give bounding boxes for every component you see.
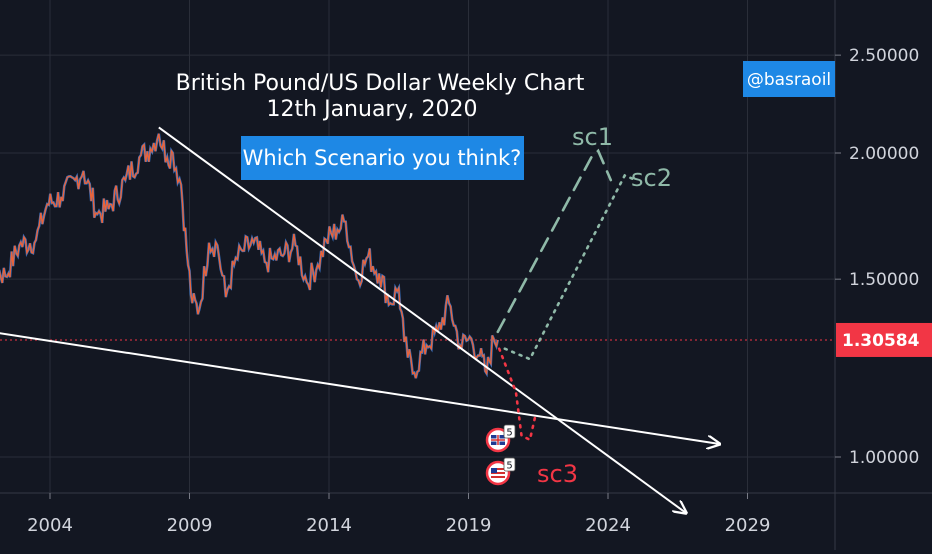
y-tick-label: 2.00000 — [849, 144, 919, 164]
scenario-label-sc1: sc1 — [572, 123, 613, 151]
x-tick-label: 2014 — [306, 515, 352, 536]
y-tick-label: 2.50000 — [849, 46, 919, 66]
handle-text: @basraoil — [747, 70, 831, 90]
x-tick-label: 2004 — [27, 515, 73, 536]
scenario-path-sc2 — [505, 176, 636, 360]
us-flag-canton — [491, 468, 497, 473]
flag-count: 5 — [506, 461, 512, 472]
uk-event-flag-icon: 5 — [487, 425, 515, 451]
scenario-label-sc3: sc3 — [537, 460, 578, 488]
trendline-upper — [159, 127, 686, 513]
current-price-label: 1.30584 — [842, 331, 920, 351]
us-event-flag-icon: 5 — [487, 458, 515, 484]
y-tick-label: 1.50000 — [849, 270, 919, 290]
trendline-lower — [0, 324, 720, 444]
question-text: Which Scenario you think? — [243, 146, 522, 170]
chart-subtitle: 12th January, 2020 — [267, 97, 478, 122]
us-flag-stripe — [491, 476, 505, 478]
scenario-label-sc2: sc2 — [631, 164, 672, 192]
y-tick-label: 1.00000 — [849, 448, 919, 468]
chart-title: British Pound/US Dollar Weekly Chart — [176, 71, 585, 96]
x-tick-label: 2029 — [725, 515, 771, 536]
x-tick-label: 2024 — [585, 515, 631, 536]
x-tick-label: 2019 — [446, 515, 492, 536]
flag-count: 5 — [506, 428, 512, 439]
x-tick-label: 2009 — [167, 515, 213, 536]
